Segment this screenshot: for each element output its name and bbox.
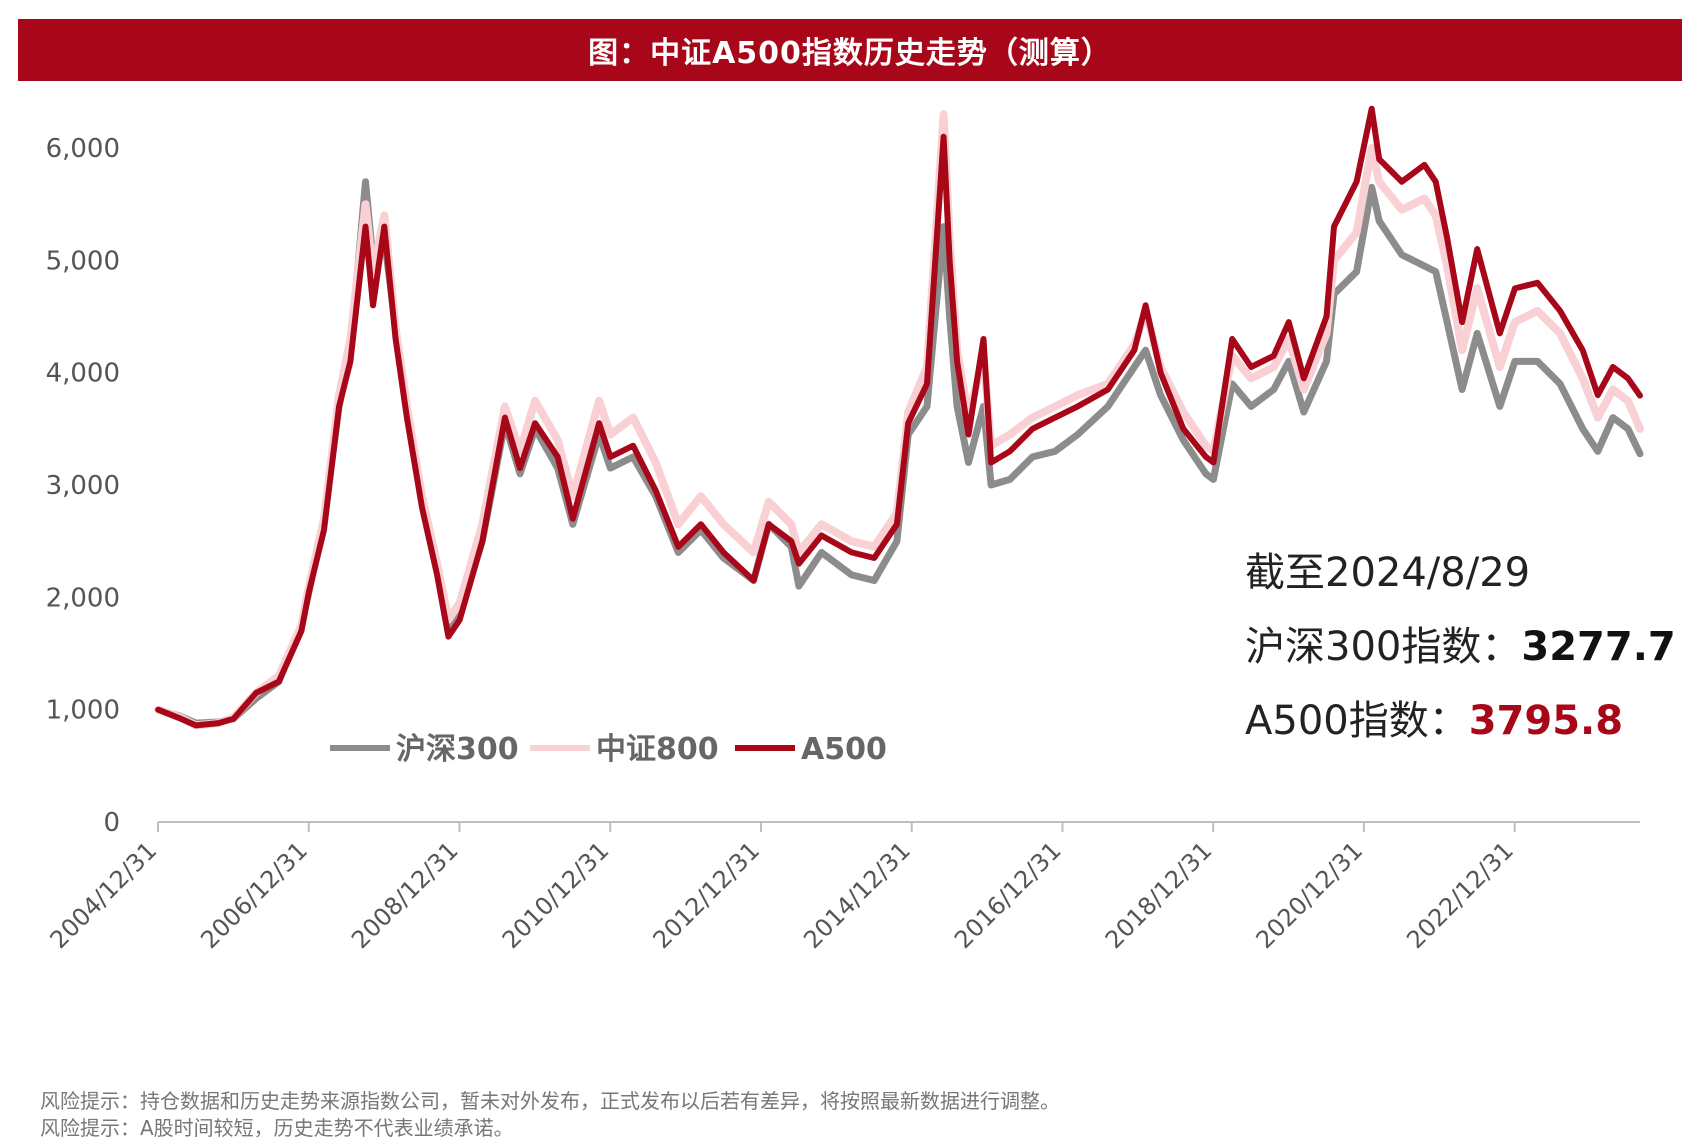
x-tick-label: 2020/12/31 [1251, 836, 1369, 954]
series-layer [154, 105, 1644, 730]
x-tick-label: 2014/12/31 [798, 836, 916, 954]
risk-note-1: 风险提示：持仓数据和历史走势来源指数公司，暂未对外发布，正式发布以后若有差异，将… [40, 1089, 1060, 1113]
x-tick-label: 2004/12/31 [45, 836, 163, 954]
annotation-a500: A500指数：3795.8 [1245, 698, 1623, 744]
legend-label-csi800: 中证800 [596, 732, 719, 767]
x-tick-label: 2022/12/31 [1401, 836, 1519, 954]
legend-label-a500: A500 [801, 732, 887, 767]
x-axis-ticks: 2004/12/31 2006/12/31 2008/12/31 2010/12/31… [45, 822, 1519, 954]
x-tick-label: 2008/12/31 [346, 836, 464, 954]
x-tick-label: 2010/12/31 [497, 836, 615, 954]
y-tick-label: 5,000 [46, 246, 120, 276]
y-tick-label: 6,000 [46, 134, 120, 164]
y-axis-ticks: 0 1,000 2,000 3,000 4,000 5,000 6,000 [46, 134, 120, 838]
annotation: 截至2024/8/29 沪深300指数：3277.7 A500指数：3795.8 [1245, 550, 1676, 744]
chart-title: 图：中证A500指数历史走势（测算） [18, 19, 1682, 81]
index-history-chart: 0 1,000 2,000 3,000 4,000 5,000 6,000 2004/12/… [45, 105, 1676, 954]
x-tick-label: 2018/12/31 [1100, 836, 1218, 954]
y-tick-label: 0 [103, 808, 120, 838]
legend-label-csi300: 沪深300 [396, 732, 519, 767]
annotation-csi300-value: 3277.7 [1521, 624, 1675, 670]
annotation-csi300-label: 沪深300指数： [1245, 624, 1521, 670]
x-tick-label: 2006/12/31 [195, 836, 313, 954]
y-tick-label: 2,000 [46, 583, 120, 613]
y-tick-label: 3,000 [46, 471, 120, 501]
x-tick-label: 2016/12/31 [949, 836, 1067, 954]
series-line-a500 [155, 105, 1643, 729]
legend: 沪深300 中证800 A500 [330, 732, 887, 767]
risk-note-2: 风险提示：A股时间较短，历史走势不代表业绩承诺。 [40, 1116, 514, 1140]
y-tick-label: 4,000 [46, 359, 120, 389]
annotation-a500-value: 3795.8 [1469, 698, 1623, 744]
annotation-date: 截至2024/8/29 [1245, 550, 1530, 596]
y-tick-label: 1,000 [46, 696, 120, 726]
annotation-a500-label: A500指数： [1245, 698, 1469, 744]
x-tick-label: 2012/12/31 [648, 836, 766, 954]
annotation-csi300: 沪深300指数：3277.7 [1245, 624, 1676, 670]
